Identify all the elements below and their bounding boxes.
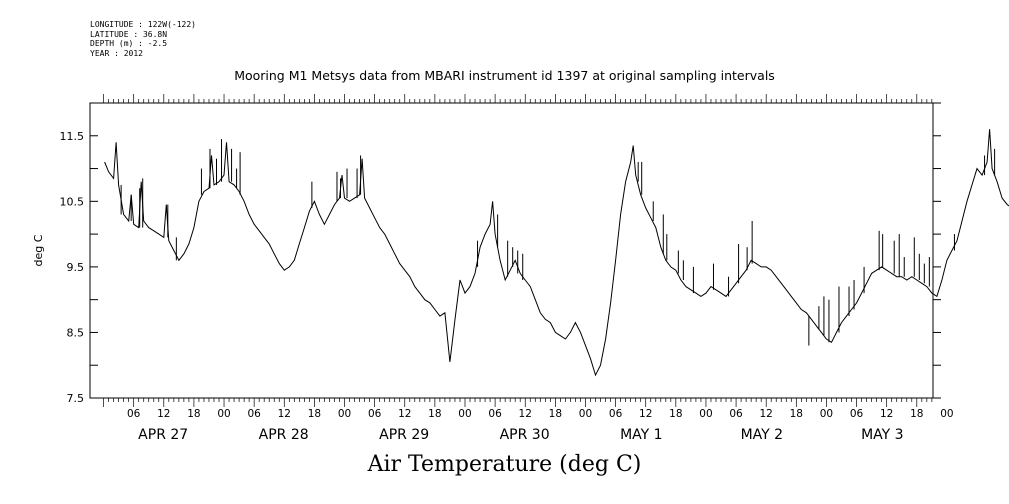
longitude-label: LONGITUDE : 122W(-122) (90, 20, 196, 29)
x-day-label: APR 27 (138, 427, 188, 443)
y-tick-label: 10.5 (60, 195, 85, 208)
y-tick-label: 11.5 (60, 130, 85, 143)
x-hour-label: 00 (699, 408, 712, 420)
depth-label: DEPTH (m) : -2.5 (90, 39, 168, 48)
x-hour-label: 18 (187, 408, 200, 420)
metadata-block: LONGITUDE : 122W(-122) LATITUDE : 36.8N … (90, 20, 196, 58)
x-hour-label: 00 (338, 408, 351, 420)
x-hour-label: 12 (880, 408, 893, 420)
x-hour-label: 06 (609, 408, 623, 420)
x-hour-label: 00 (579, 408, 592, 420)
x-hour-label: 00 (458, 408, 471, 420)
x-hour-label: 12 (278, 408, 291, 420)
x-day-label: MAY 1 (620, 427, 662, 443)
x-day-label: MAY 2 (741, 427, 783, 443)
x-hour-label: 12 (760, 408, 773, 420)
x-day-label: MAY 3 (861, 427, 903, 443)
x-day-label: APR 30 (500, 427, 550, 443)
x-hour-label: 06 (729, 408, 743, 420)
x-hour-label: 00 (940, 408, 953, 420)
series-line (104, 129, 1009, 377)
x-hour-label: 18 (308, 408, 321, 420)
year-label: YEAR : 2012 (90, 48, 143, 58)
chart-title: Mooring M1 Metsys data from MBARI instru… (234, 68, 775, 83)
x-hour-label: 06 (850, 408, 864, 420)
x-day-label: APR 29 (379, 427, 429, 443)
x-hour-label: 12 (639, 408, 652, 420)
x-hour-label: 18 (549, 408, 562, 420)
x-hour-label: 06 (488, 408, 502, 420)
x-hour-label: 00 (217, 408, 230, 420)
x-hour-label: 18 (428, 408, 441, 420)
y-tick-label: 7.5 (67, 392, 85, 405)
y-tick-label: 9.5 (67, 261, 85, 274)
x-hour-label: 06 (368, 408, 382, 420)
x-hour-label: 18 (910, 408, 923, 420)
x-hour-label: 18 (669, 408, 682, 420)
plot-frame (89, 102, 934, 399)
x-hour-label: 18 (790, 408, 803, 420)
x-hour-label: 06 (127, 408, 141, 420)
x-day-label: APR 28 (259, 427, 309, 443)
x-hour-label: 12 (519, 408, 532, 420)
latitude-label: LATITUDE : 36.8N (90, 29, 168, 39)
y-tick-label: 8.5 (67, 326, 85, 339)
x-hour-label: 00 (820, 408, 833, 420)
x-hour-label: 12 (157, 408, 170, 420)
x-axis-title: Air Temperature (deg C) (367, 452, 642, 477)
x-hour-label: 12 (398, 408, 411, 420)
y-axis-label: deg C (32, 234, 45, 266)
x-hour-label: 06 (247, 408, 261, 420)
